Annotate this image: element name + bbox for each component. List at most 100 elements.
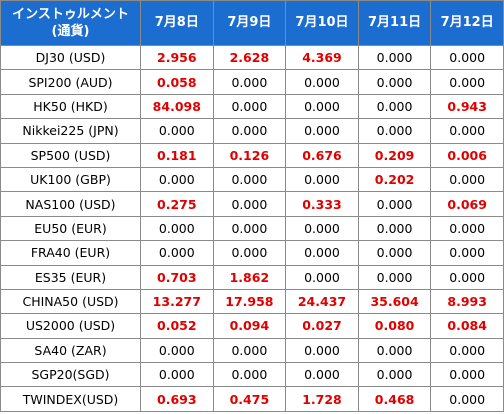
instrument-name: CHINA50 (USD) xyxy=(0,288,141,315)
dividend-value: 0.468 xyxy=(357,386,432,412)
table-row: UK100 (GBP) 0.000 0.000 0.000 0.202 0.000 xyxy=(0,166,504,193)
table-row: ES35 (EUR) 0.703 1.862 0.000 0.000 0.000 xyxy=(0,264,504,290)
dividend-value: 0.006 xyxy=(430,142,504,168)
dividend-value: 0.000 xyxy=(357,69,432,95)
dividend-value: 0.000 xyxy=(357,215,432,242)
table-row: SGP20(SGD) 0.000 0.000 0.000 0.000 0.000 xyxy=(0,362,504,388)
dividend-value: 0.000 xyxy=(430,362,504,388)
dividend-value: 0.000 xyxy=(212,166,287,193)
table-row: SPI200 (AUD) 0.058 0.000 0.000 0.000 0.000 xyxy=(0,69,504,95)
dividend-value: 0.069 xyxy=(430,191,504,217)
dividend-value: 0.000 xyxy=(430,264,504,290)
dividend-value: 0.084 xyxy=(430,313,504,339)
instrument-name: SA40 (ZAR) xyxy=(0,337,141,364)
dividend-value: 0.000 xyxy=(212,215,287,242)
dividend-value: 0.943 xyxy=(430,93,504,120)
dividend-value: 0.000 xyxy=(285,362,359,388)
dividend-value: 0.000 xyxy=(285,69,359,95)
dividend-value: 0.000 xyxy=(357,240,432,266)
dividend-value: 0.000 xyxy=(140,362,214,388)
dividend-value: 0.000 xyxy=(212,118,287,144)
dividend-value: 0.000 xyxy=(357,337,432,364)
dividend-value: 0.058 xyxy=(140,69,214,95)
dividend-value: 0.000 xyxy=(212,191,287,217)
instrument-header-label: インストゥルメント xyxy=(12,7,129,22)
header-row: インストゥルメント (通貨) 7月8日 7月9日 7月10日 7月11日 7月1… xyxy=(0,0,504,46)
dividend-value: 84.098 xyxy=(140,93,214,120)
dividend-value: 0.000 xyxy=(430,44,504,71)
currency-header-label: (通貨) xyxy=(51,24,90,39)
instrument-name: ES35 (EUR) xyxy=(0,264,141,290)
dividend-value: 0.000 xyxy=(430,166,504,193)
table-row: EU50 (EUR) 0.000 0.000 0.000 0.000 0.000 xyxy=(0,215,504,242)
dividend-value: 17.958 xyxy=(212,288,287,315)
dividend-value: 0.000 xyxy=(140,240,214,266)
dividend-value: 0.000 xyxy=(140,118,214,144)
date-header: 7月10日 xyxy=(285,0,359,46)
instrument-name: DJ30 (USD) xyxy=(0,44,141,71)
dividend-value: 13.277 xyxy=(140,288,214,315)
dividend-value: 0.333 xyxy=(285,191,359,217)
instrument-name: US2000 (USD) xyxy=(0,313,141,339)
dividend-value: 0.000 xyxy=(285,93,359,120)
date-header: 7月8日 xyxy=(140,0,214,46)
table-row: US2000 (USD) 0.052 0.094 0.027 0.080 0.084 xyxy=(0,313,504,339)
dividend-value: 0.000 xyxy=(357,44,432,71)
table-row: Nikkei225 (JPN) 0.000 0.000 0.000 0.000 0.000 xyxy=(0,118,504,144)
dividend-value: 1.728 xyxy=(285,386,359,412)
table-row: HK50 (HKD) 84.098 0.000 0.000 0.000 0.943 xyxy=(0,93,504,120)
dividend-value: 0.000 xyxy=(212,362,287,388)
table-row: DJ30 (USD) 2.956 2.628 4.369 0.000 0.000 xyxy=(0,44,504,71)
dividend-value: 0.000 xyxy=(212,240,287,266)
dividend-value: 0.000 xyxy=(430,69,504,95)
table-row: TWINDEX(USD) 0.693 0.475 1.728 0.468 0.000 xyxy=(0,386,504,412)
table-row: CHINA50 (USD) 13.277 17.958 24.437 35.604 8.9… xyxy=(0,288,504,315)
dividend-value: 0.000 xyxy=(357,264,432,290)
dividend-value: 0.000 xyxy=(140,337,214,364)
dividend-value: 0.080 xyxy=(357,313,432,339)
dividend-value: 0.000 xyxy=(430,337,504,364)
dividend-value: 0.209 xyxy=(357,142,432,168)
dividend-value: 0.000 xyxy=(140,215,214,242)
dividend-value: 0.000 xyxy=(357,93,432,120)
dividend-value: 4.369 xyxy=(285,44,359,71)
table-row: SP500 (USD) 0.181 0.126 0.676 0.209 0.006 xyxy=(0,142,504,168)
dividend-value: 0.202 xyxy=(357,166,432,193)
dividend-value: 2.956 xyxy=(140,44,214,71)
table-row: SA40 (ZAR) 0.000 0.000 0.000 0.000 0.000 xyxy=(0,337,504,364)
instrument-name: Nikkei225 (JPN) xyxy=(0,118,141,144)
date-header: 7月12日 xyxy=(430,0,504,46)
dividend-value: 0.000 xyxy=(430,215,504,242)
instrument-name: HK50 (HKD) xyxy=(0,93,141,120)
instrument-header: インストゥルメント (通貨) xyxy=(0,0,141,46)
table-body: DJ30 (USD) 2.956 2.628 4.369 0.000 0.000 SPI20… xyxy=(0,44,504,412)
instrument-name: UK100 (GBP) xyxy=(0,166,141,193)
dividend-value: 0.000 xyxy=(357,191,432,217)
dividend-value: 8.993 xyxy=(430,288,504,315)
date-header: 7月11日 xyxy=(357,0,432,46)
dividend-value: 0.000 xyxy=(285,166,359,193)
dividend-value: 2.628 xyxy=(212,44,287,71)
instrument-name: TWINDEX(USD) xyxy=(0,386,141,412)
dividend-value: 0.052 xyxy=(140,313,214,339)
dividend-value: 1.862 xyxy=(212,264,287,290)
instrument-name: SP500 (USD) xyxy=(0,142,141,168)
dividend-value: 0.000 xyxy=(285,240,359,266)
instrument-name: SPI200 (AUD) xyxy=(0,69,141,95)
dividend-value: 0.000 xyxy=(212,93,287,120)
dividend-value: 0.126 xyxy=(212,142,287,168)
dividend-value: 0.693 xyxy=(140,386,214,412)
dividend-value: 0.000 xyxy=(357,118,432,144)
dividend-value: 0.181 xyxy=(140,142,214,168)
dividend-value: 0.000 xyxy=(212,337,287,364)
dividend-value: 0.000 xyxy=(285,215,359,242)
dividend-value: 0.000 xyxy=(285,118,359,144)
dividend-value: 0.000 xyxy=(285,264,359,290)
dividend-value: 0.000 xyxy=(285,337,359,364)
dividend-value: 0.703 xyxy=(140,264,214,290)
dividend-value: 0.000 xyxy=(357,362,432,388)
dividend-value: 0.000 xyxy=(430,386,504,412)
table-row: NAS100 (USD) 0.275 0.000 0.333 0.000 0.069 xyxy=(0,191,504,217)
dividend-value: 0.000 xyxy=(140,166,214,193)
